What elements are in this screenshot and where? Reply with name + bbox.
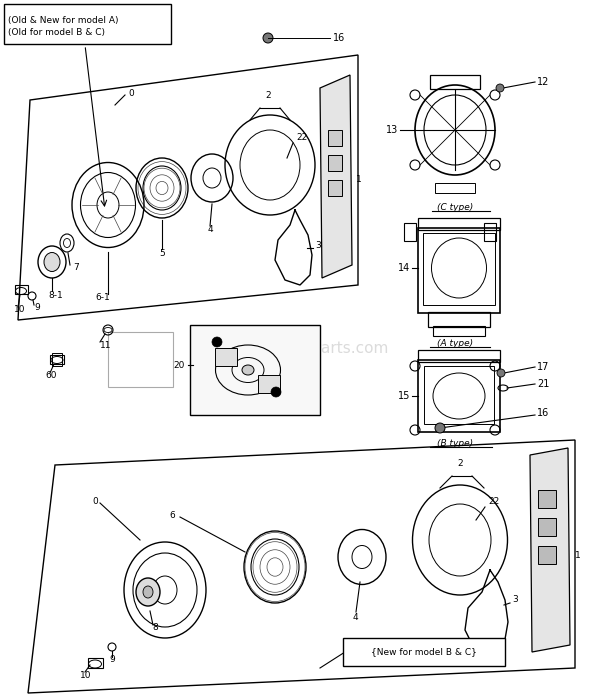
Text: 4: 4 [207,226,213,234]
Text: 6-1: 6-1 [95,294,110,303]
Bar [418,360,500,432]
Ellipse shape [143,586,153,598]
Bar [215,348,237,366]
Text: 17: 17 [537,362,549,372]
Text: 7: 7 [73,264,78,273]
Text: 8: 8 [152,624,158,633]
Text: 60: 60 [45,370,57,380]
Text: (A type): (A type) [437,338,473,347]
Text: 21: 21 [537,379,549,389]
Bar [258,375,280,393]
Ellipse shape [136,578,160,606]
Bar [424,366,494,424]
FancyBboxPatch shape [4,4,171,44]
Bar [538,490,556,508]
Text: 13: 13 [386,125,398,135]
Bar [428,312,490,327]
Text: 9: 9 [34,303,40,312]
Circle shape [212,337,222,347]
Bar [484,223,496,241]
Polygon shape [530,448,570,652]
Circle shape [435,423,445,433]
Text: 11: 11 [100,340,112,350]
Text: 8-1: 8-1 [48,291,63,299]
Bar [328,130,342,146]
Bar [52,353,62,366]
Text: 22: 22 [488,498,499,507]
Bar [423,233,495,305]
Text: (C type): (C type) [437,203,473,212]
Text: 0: 0 [128,89,134,97]
Text: 10: 10 [14,305,25,315]
Bar [430,75,480,89]
Bar [328,180,342,196]
Text: 15: 15 [398,391,410,401]
Text: (B type): (B type) [437,438,473,447]
Text: 2: 2 [265,90,271,99]
Text: 16: 16 [537,408,549,418]
Circle shape [497,369,505,377]
Ellipse shape [242,365,254,375]
Text: (Old & New for model A): (Old & New for model A) [8,16,119,25]
Bar [404,223,416,241]
Polygon shape [320,75,352,278]
Bar [435,183,475,193]
Text: eReplacementParts.com: eReplacementParts.com [202,340,388,356]
Bar [50,355,64,364]
Bar [418,350,500,362]
Text: 5: 5 [159,249,165,257]
Bar [418,218,500,230]
Bar [418,228,500,313]
Text: 3: 3 [512,596,518,605]
Text: 12: 12 [537,77,549,87]
Text: 9: 9 [109,656,115,665]
Text: 16: 16 [333,33,345,43]
Text: 3: 3 [315,240,321,250]
Text: 22: 22 [296,134,307,143]
Bar [190,325,320,415]
Bar [328,155,342,171]
FancyBboxPatch shape [343,638,505,666]
Text: {New for model B & C}: {New for model B & C} [371,647,477,656]
Text: 20: 20 [173,361,185,370]
Ellipse shape [44,252,60,271]
Bar [88,658,103,668]
Bar [538,518,556,536]
Circle shape [271,387,281,397]
Bar [433,326,485,336]
Bar [538,546,556,564]
Text: 2: 2 [457,459,463,468]
Bar [108,332,173,387]
Text: 1: 1 [356,175,362,185]
Text: 14: 14 [398,263,410,273]
Text: 4: 4 [352,612,358,621]
Text: (Old for model B & C): (Old for model B & C) [8,28,105,37]
Bar [15,285,28,294]
Text: 10: 10 [80,670,91,679]
Text: 1: 1 [575,551,581,559]
Circle shape [496,84,504,92]
Text: 0: 0 [92,496,98,505]
Circle shape [263,33,273,43]
Text: 6: 6 [169,510,175,519]
